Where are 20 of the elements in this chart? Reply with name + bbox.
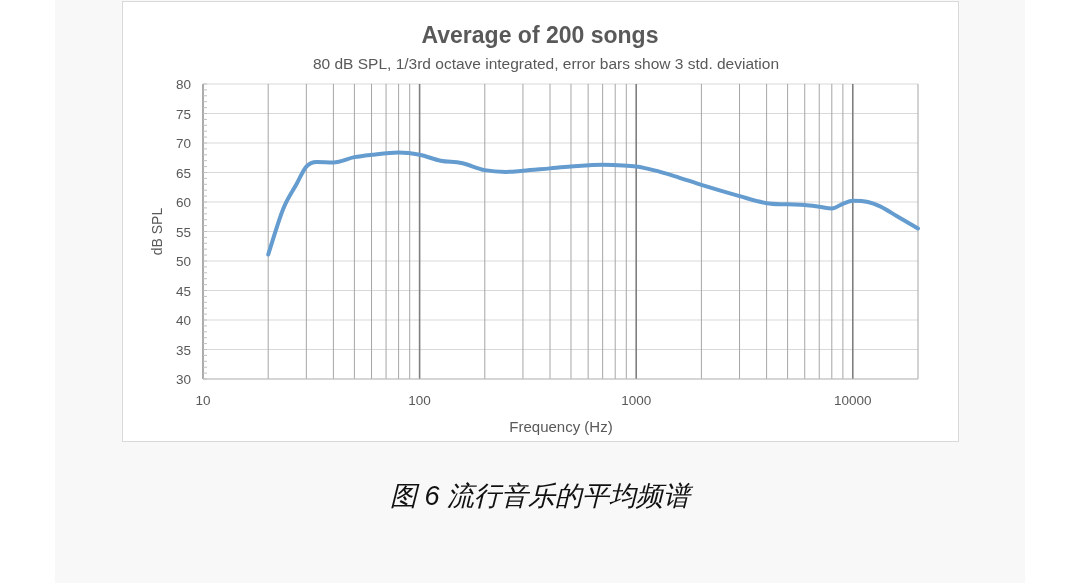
x-tick-label: 10000: [834, 393, 872, 408]
y-tick-label: 45: [175, 283, 191, 299]
x-tick-label: 100: [408, 393, 431, 408]
y-axis-title: dB SPL: [149, 207, 165, 256]
y-tick-label: 65: [175, 165, 191, 181]
y-tick-label: 60: [175, 195, 191, 210]
y-tick-label: 35: [175, 342, 191, 358]
y-tick-label: 70: [175, 136, 191, 151]
y-tick-label: 75: [175, 106, 191, 122]
chart-title: Average of 200 songs: [421, 22, 659, 48]
y-tick-label: 30: [175, 372, 191, 387]
caption: 图 6 流行音乐的平均频谱: [389, 481, 694, 511]
x-tick-label: 10: [195, 393, 211, 408]
y-tick-label: 40: [175, 313, 191, 328]
chart-subtitle: 80 dB SPL, 1/3rd octave integrated, error bars show 3 std. deviation: [312, 55, 780, 72]
x-axis-title: Frequency (Hz): [509, 418, 613, 435]
y-tick-label: 50: [175, 254, 191, 269]
y-tick-label: 80: [175, 77, 191, 92]
x-tick-label: 1000: [621, 393, 652, 408]
y-tick-label: 55: [175, 224, 191, 240]
